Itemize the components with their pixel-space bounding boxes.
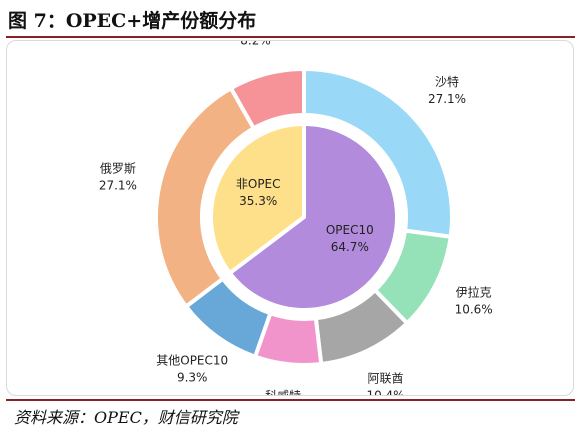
outer-label-0: 沙特 27.1% [428, 74, 466, 106]
outer-label-2: 阿联酋10.4% [366, 371, 404, 395]
inner-slice-0 [227, 122, 399, 312]
outer-slice-6 [229, 67, 306, 131]
inner-label-0: OPEC10 64.7% [326, 223, 374, 254]
outer-label-6: 其他非OPEC8.2% [221, 41, 290, 47]
outer-label-4: 其他OPEC10 9.3% [156, 354, 228, 385]
inner-slice-1 [209, 122, 306, 276]
outer-label-1: 伊拉克 10.6% [455, 285, 493, 317]
inner-label-1: 非OPEC 35.3% [236, 177, 281, 208]
source-note: 资料来源：OPEC，财信研究院 [14, 408, 238, 427]
outer-label-5: 俄罗斯 27.1% [99, 162, 137, 193]
figure-title-row: 图 7：OPEC+增产份额分布 [8, 4, 256, 34]
outer-label-3: 科威特7.2% [265, 388, 301, 395]
figure-title: 图 7：OPEC+增产份额分布 [8, 9, 257, 32]
title-rule [6, 36, 575, 38]
footer-rule [6, 399, 575, 401]
